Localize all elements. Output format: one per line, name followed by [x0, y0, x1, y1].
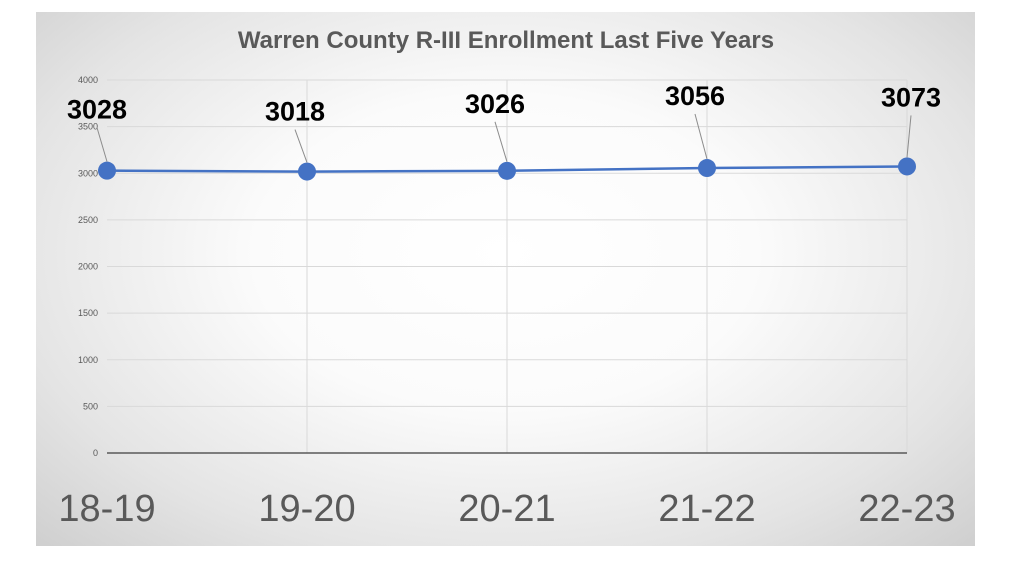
series [98, 157, 916, 181]
data-label: 3018 [265, 97, 325, 127]
y-tick-label: 3000 [78, 168, 98, 178]
data-point [898, 157, 916, 176]
data-label-leader [906, 115, 912, 158]
data-label-leader [294, 129, 308, 163]
y-tick-label: 3500 [78, 122, 98, 132]
y-tick-label: 1500 [78, 308, 98, 318]
data-label-leader [494, 121, 508, 162]
y-tick-label: 0 [93, 448, 98, 458]
chart-panel: Warren County R-III Enrollment Last Five… [36, 12, 975, 546]
x-tick-label: 22-23 [858, 488, 955, 530]
line-chart: Warren County R-III Enrollment Last Five… [58, 27, 955, 530]
y-tick-label: 2000 [78, 262, 98, 272]
data-point [98, 161, 116, 180]
chart-title: Warren County R-III Enrollment Last Five… [238, 27, 774, 54]
x-tick-label: 18-19 [58, 488, 155, 530]
y-tick-label: 2500 [78, 215, 98, 225]
data-label-leader [96, 127, 108, 162]
data-label: 3073 [881, 82, 941, 112]
gridlines [107, 79, 908, 454]
data-point [498, 161, 516, 180]
data-label: 3028 [67, 95, 127, 125]
data-label: 3026 [465, 89, 525, 119]
y-tick-label: 1000 [78, 355, 98, 365]
data-label-leader [694, 113, 708, 160]
x-tick-label: 20-21 [458, 488, 555, 530]
x-tick-label: 19-20 [258, 488, 355, 530]
data-point [298, 162, 316, 181]
y-tick-label: 4000 [78, 75, 98, 85]
x-tick-label: 21-22 [658, 488, 755, 530]
x-axis-ticks: 18-19 19-20 20-21 21-22 22-23 [58, 488, 955, 530]
data-labels: 3028 3018 3026 3056 3073 [67, 81, 941, 163]
y-axis-ticks: 0 500 1000 1500 2000 2500 3000 3500 4000 [78, 75, 98, 458]
y-tick-label: 500 [83, 401, 98, 411]
data-label: 3056 [665, 81, 725, 111]
data-point [698, 159, 716, 178]
